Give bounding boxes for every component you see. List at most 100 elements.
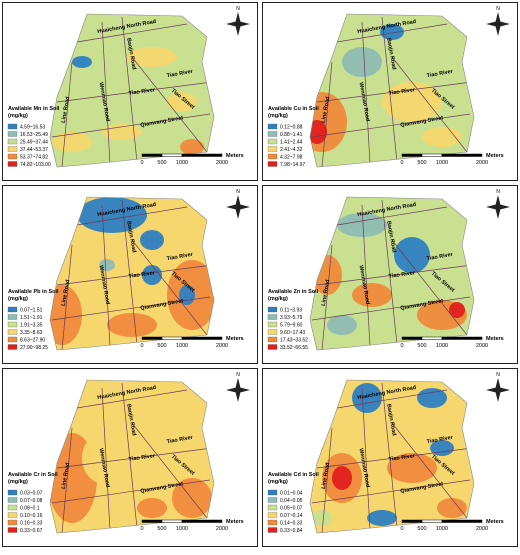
legend-label: 0.10~0.16 xyxy=(20,513,43,519)
road xyxy=(361,204,371,348)
legend-label: 3.35~8.63 xyxy=(20,330,43,336)
scale-label: 500 xyxy=(157,343,166,349)
zone xyxy=(327,315,357,335)
legend-title: Available Cr in Soil xyxy=(8,472,58,478)
legend-swatch xyxy=(267,306,278,313)
concentration-zones xyxy=(310,16,473,167)
north-label: N xyxy=(236,189,240,195)
scale-label: 500 xyxy=(157,526,166,532)
legend-swatch xyxy=(267,489,278,496)
legend-swatch xyxy=(7,123,18,130)
study-boundary xyxy=(309,196,475,351)
road xyxy=(321,61,333,167)
legend-swatch xyxy=(267,497,278,503)
legend-title: Available Cd in Soil xyxy=(268,472,319,478)
legend-label: 0.08~0.1 xyxy=(20,506,40,512)
legend-swatch xyxy=(7,489,18,496)
legend-label: 4.32~7.98 xyxy=(280,155,303,161)
study-boundary xyxy=(49,196,215,351)
scale-label: 0 xyxy=(400,160,403,166)
road-label: Line Road xyxy=(321,462,332,489)
legend-swatch xyxy=(7,497,18,503)
road xyxy=(101,387,111,531)
legend-swatch xyxy=(7,138,18,145)
legend-swatch xyxy=(267,123,278,130)
scale-unit: Meters xyxy=(486,336,504,342)
legend-swatch xyxy=(267,519,278,526)
road-label: Tiao River xyxy=(128,87,156,97)
legend-label: 25.49~37.44 xyxy=(20,140,48,146)
legend-label: 1.41~2.44 xyxy=(280,140,303,146)
road xyxy=(101,21,111,165)
road-label: Tiao River xyxy=(388,453,416,463)
legend-swatch xyxy=(267,161,278,167)
scale-label: 1000 xyxy=(176,343,188,349)
legend-swatch xyxy=(7,161,18,167)
study-boundary xyxy=(309,13,475,168)
zone xyxy=(352,283,392,307)
road xyxy=(61,427,73,533)
legend-title: Available Mn in Soil xyxy=(8,106,60,112)
road xyxy=(61,61,73,167)
legend-label: 9.60~17.43 xyxy=(280,330,305,336)
legend-label: 2.41~4.32 xyxy=(280,147,303,153)
legend-label: 0.07~0.08 xyxy=(20,498,43,504)
zone xyxy=(167,92,197,112)
road xyxy=(56,81,213,103)
study-boundary xyxy=(309,379,475,534)
north-arrow xyxy=(486,378,510,402)
road-label: Line Road xyxy=(61,96,72,123)
road xyxy=(121,199,138,346)
road-label: Baojin Road xyxy=(385,221,396,254)
zone xyxy=(142,265,162,285)
scale-unit: Meters xyxy=(486,153,504,159)
legend-unit: (mg/kg) xyxy=(8,296,28,302)
road xyxy=(391,422,468,519)
legend-label: 27.90~98.25 xyxy=(20,345,48,351)
scale-label: 2000 xyxy=(216,526,228,532)
concentration-zones xyxy=(51,16,213,167)
legend-swatch xyxy=(7,512,18,518)
road xyxy=(311,296,471,321)
scale-segment xyxy=(441,153,483,157)
scale-label: 1000 xyxy=(176,160,188,166)
road-label: Tiao River xyxy=(388,270,416,280)
road xyxy=(131,56,208,153)
road xyxy=(56,264,213,286)
scale-unit: Meters xyxy=(226,336,244,342)
scale-segment xyxy=(421,153,443,157)
legend-swatch xyxy=(7,146,18,152)
zone xyxy=(140,230,164,250)
legend-label: 16.53~25.49 xyxy=(20,132,48,138)
zone xyxy=(99,259,115,271)
legend-swatch xyxy=(7,131,18,137)
road xyxy=(361,387,371,531)
legend-unit: (mg/kg) xyxy=(268,479,288,485)
road xyxy=(316,81,473,103)
road xyxy=(336,206,448,226)
scale-label: 500 xyxy=(417,160,426,166)
legend-label: 37.44~53.37 xyxy=(20,147,48,153)
legend-swatch xyxy=(7,336,18,343)
legend-unit: (mg/kg) xyxy=(268,113,288,119)
legend-swatch xyxy=(267,321,278,328)
legend-swatch xyxy=(267,138,278,145)
legend-label: 5.79~9.60 xyxy=(280,323,303,329)
road xyxy=(51,479,211,504)
scale-segment xyxy=(401,153,423,157)
zone xyxy=(417,388,447,408)
scale-segment xyxy=(161,519,183,523)
scale-label: 0 xyxy=(400,343,403,349)
legend-label: 74.82~103.00 xyxy=(20,162,51,168)
legend-label: 1.51~1.91 xyxy=(20,315,43,321)
legend-label: 0.16~0.33 xyxy=(20,521,43,527)
road xyxy=(381,199,398,346)
scale-label: 0 xyxy=(140,343,143,349)
road-label: Line Road xyxy=(61,462,72,489)
concentration-zones xyxy=(311,382,473,533)
scale-label: 0 xyxy=(400,526,403,532)
road xyxy=(76,389,188,409)
legend-label: 0.33~0.67 xyxy=(20,528,43,534)
